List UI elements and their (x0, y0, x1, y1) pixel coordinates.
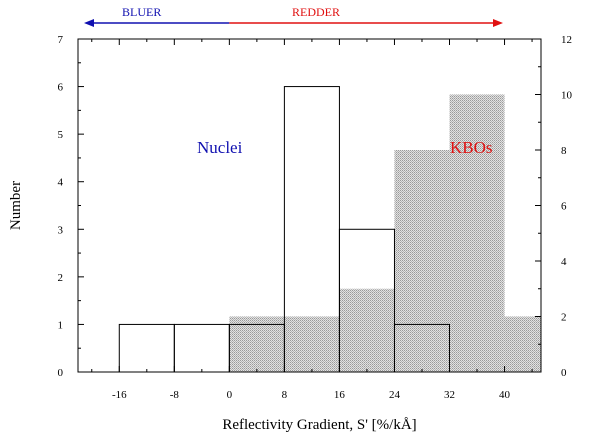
y-left-tick-label: 5 (58, 129, 64, 141)
kbo-bar-2 (339, 288, 395, 372)
x-tick-label: -8 (170, 389, 180, 401)
y-left-tick-label: 1 (58, 319, 64, 331)
y-right-tick-label: 10 (561, 90, 573, 102)
y-right-tick-label: 2 (561, 312, 567, 324)
y-right-tick-label: 4 (561, 256, 567, 268)
x-tick-label: 32 (444, 389, 455, 401)
y-right-tick-label: 8 (561, 145, 567, 157)
y-right-tick-label: 12 (561, 34, 572, 46)
y-right-tick-label: 0 (561, 367, 567, 379)
kbo-bar-5 (504, 316, 541, 372)
redder-arrowhead (493, 19, 503, 27)
y-axis-title: Number (8, 181, 24, 230)
y-left-tick-label: 0 (58, 367, 64, 379)
bluer-label: BLUER (122, 5, 161, 19)
x-tick-label: -16 (112, 389, 127, 401)
y-right-tick-label: 6 (561, 201, 567, 213)
x-axis-title: Reflectivity Gradient, S' [%/kÅ] (222, 417, 416, 433)
kbos-annotation: KBOs (450, 138, 493, 157)
nuclei-bar-0 (118, 323, 175, 373)
kbo-bar-1 (284, 316, 340, 372)
nuclei-annotation: Nuclei (197, 138, 243, 157)
x-tick-label: 16 (334, 389, 346, 401)
y-left-tick-label: 7 (58, 34, 64, 46)
bluer-arrowhead (84, 19, 94, 27)
x-tick-label: 0 (227, 389, 233, 401)
nuclei-bar-1 (173, 323, 230, 373)
kbo-bar-0 (229, 316, 285, 372)
y-left-tick-label: 2 (58, 272, 64, 284)
x-tick-label: 8 (282, 389, 288, 401)
x-tick-label: 40 (499, 389, 511, 401)
x-tick-label: 24 (389, 389, 401, 401)
y-left-tick-label: 4 (58, 177, 64, 189)
redder-label: REDDER (292, 5, 340, 19)
y-left-tick-label: 3 (58, 224, 64, 236)
kbo-bar-3 (394, 150, 450, 372)
y-left-tick-label: 6 (58, 82, 64, 94)
color-direction-arrows (84, 19, 503, 27)
kbo-bar-4 (449, 94, 505, 372)
axis-ticks (78, 38, 541, 373)
kbo-series (229, 94, 541, 372)
